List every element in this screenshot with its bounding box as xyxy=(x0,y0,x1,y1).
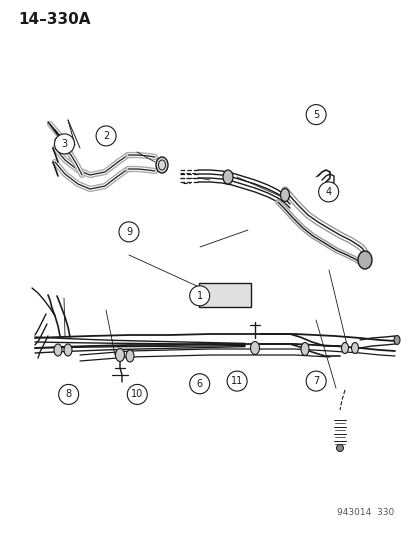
Text: 8: 8 xyxy=(66,390,72,399)
Text: 9: 9 xyxy=(126,227,132,237)
Text: 943014  330: 943014 330 xyxy=(337,508,394,517)
Text: 7: 7 xyxy=(313,376,319,386)
Text: 14–330A: 14–330A xyxy=(18,12,91,27)
FancyBboxPatch shape xyxy=(199,283,251,307)
Circle shape xyxy=(319,182,339,202)
Ellipse shape xyxy=(250,342,260,354)
Circle shape xyxy=(227,371,247,391)
Ellipse shape xyxy=(337,445,344,451)
Circle shape xyxy=(119,222,139,242)
Ellipse shape xyxy=(280,189,290,201)
Ellipse shape xyxy=(352,343,359,353)
Text: 11: 11 xyxy=(231,376,243,386)
Text: 5: 5 xyxy=(313,110,319,119)
Text: 2: 2 xyxy=(103,131,109,141)
Text: 6: 6 xyxy=(197,379,203,389)
Ellipse shape xyxy=(116,349,124,361)
Ellipse shape xyxy=(342,343,349,353)
Ellipse shape xyxy=(54,344,62,356)
Circle shape xyxy=(306,371,326,391)
Ellipse shape xyxy=(394,335,400,344)
Circle shape xyxy=(96,126,116,146)
Text: 3: 3 xyxy=(62,139,67,149)
Ellipse shape xyxy=(223,170,233,184)
Circle shape xyxy=(59,384,79,405)
Ellipse shape xyxy=(64,344,72,356)
Ellipse shape xyxy=(126,350,134,362)
Circle shape xyxy=(306,104,326,125)
Text: 10: 10 xyxy=(131,390,144,399)
Text: 1: 1 xyxy=(197,291,203,301)
Ellipse shape xyxy=(156,157,168,173)
Circle shape xyxy=(190,286,210,306)
Ellipse shape xyxy=(358,251,372,269)
Circle shape xyxy=(190,374,210,394)
Ellipse shape xyxy=(301,343,309,356)
Circle shape xyxy=(54,134,74,154)
Circle shape xyxy=(127,384,147,405)
Text: 4: 4 xyxy=(326,187,332,197)
